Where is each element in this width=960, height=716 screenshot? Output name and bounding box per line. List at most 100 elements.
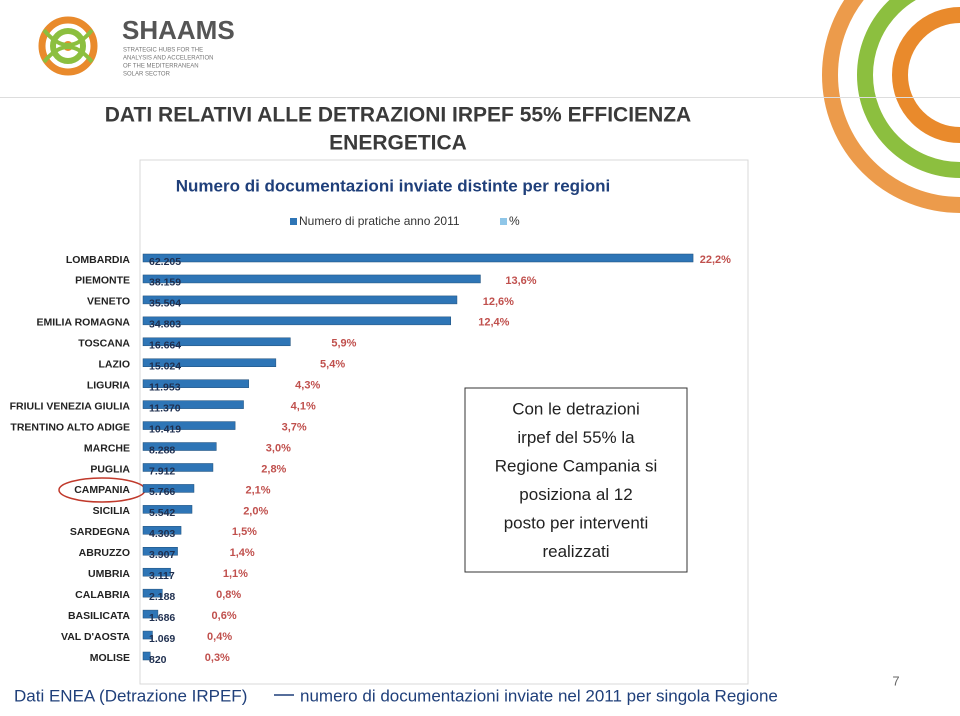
value-label: 5.766: [149, 486, 175, 498]
bar: [142, 588, 163, 598]
percent-label: 2,0%: [243, 505, 268, 517]
category-label: CAMPANIA: [74, 484, 130, 496]
value-label: 7.912: [149, 465, 175, 477]
value-label: 8.288: [149, 444, 175, 456]
category-label: TOSCANA: [78, 338, 130, 350]
text-box-line: realizzati: [542, 542, 609, 561]
value-label: 16.664: [149, 340, 181, 352]
bar: [142, 358, 277, 367]
percent-label: 4,3%: [295, 380, 320, 392]
category-label: CALABRIA: [75, 589, 130, 601]
percent-label: 1,1%: [223, 568, 248, 580]
category-label: SARDEGNA: [70, 526, 131, 538]
category-label: VAL D'AOSTA: [61, 631, 130, 643]
category-label: LAZIO: [99, 359, 131, 371]
percent-label: 5,4%: [320, 359, 345, 371]
value-label: 2.188: [149, 591, 175, 603]
percent-label: 4,1%: [291, 401, 316, 413]
category-label: EMILIA ROMAGNA: [36, 317, 130, 329]
bar: [142, 609, 159, 619]
percent-label: 12,4%: [478, 317, 509, 329]
value-label: 11.370: [149, 402, 181, 414]
legend-label: Numero di pratiche anno 2011: [299, 214, 460, 228]
tagline-line: ANALYSIS AND ACCELERATION: [123, 56, 213, 62]
bar: [142, 463, 214, 472]
percent-label: 0,4%: [207, 631, 232, 643]
bar: [142, 253, 694, 263]
percent-label: 2,1%: [245, 484, 270, 496]
value-label: 11.953: [149, 381, 181, 393]
tagline-line: STRATEGIC HUBS FOR THE: [123, 48, 203, 54]
text-box-line: posto per interventi: [504, 513, 649, 532]
legend-swatch: [290, 218, 297, 225]
chart-title: Numero di documentazioni inviate distint…: [176, 176, 611, 195]
category-label: ABRUZZO: [79, 547, 130, 559]
percent-label: 3,7%: [282, 421, 307, 433]
category-label: MOLISE: [90, 652, 130, 664]
category-label: MARCHE: [84, 442, 130, 454]
value-label: 62.205: [149, 256, 181, 268]
category-label: SICILIA: [93, 505, 131, 517]
bar: [142, 379, 249, 388]
legend-label: %: [509, 214, 520, 228]
category-label: PIEMONTE: [75, 275, 130, 287]
percent-label: 13,6%: [505, 275, 536, 287]
percent-label: 0,6%: [212, 610, 237, 622]
percent-label: 22,2%: [700, 254, 731, 266]
value-label: 1.069: [149, 633, 175, 645]
value-label: 35.504: [149, 298, 181, 310]
slide-title: DATI RELATIVI ALLE DETRAZIONI IRPEF 55% …: [105, 104, 691, 127]
bar: [142, 421, 236, 430]
category-label: TRENTINO ALTO ADIGE: [10, 421, 130, 433]
page-number: 7: [892, 673, 899, 688]
text-box-line: Con le detrazioni: [512, 399, 640, 418]
bar: [142, 400, 244, 409]
footer-description: numero di documentazioni inviate nel 201…: [300, 686, 778, 705]
legend-swatch: [500, 218, 507, 225]
bar: [142, 316, 452, 326]
value-label: 15.024: [149, 361, 181, 373]
value-label: 5.542: [149, 507, 175, 519]
bar: [142, 547, 178, 556]
brand: SHAAMS: [122, 15, 235, 45]
percent-label: 0,3%: [205, 652, 230, 664]
text-box-line: posiziona al 12: [519, 485, 632, 504]
percent-label: 2,8%: [261, 463, 286, 475]
bar: [142, 442, 217, 451]
value-label: 820: [149, 654, 167, 666]
text-box-line: irpef del 55% la: [517, 428, 635, 447]
category-label: VENETO: [87, 296, 130, 308]
tagline-line: SOLAR SECTOR: [123, 72, 171, 78]
category-label: UMBRIA: [88, 568, 130, 580]
bar: [142, 505, 193, 514]
header-rule: [0, 97, 960, 98]
category-label: FRIULI VENEZIA GIULIA: [10, 400, 131, 412]
footer-source: Dati ENEA (Detrazione IRPEF): [14, 686, 247, 705]
bar: [142, 567, 171, 577]
logo: [38, 16, 98, 76]
category-label: LIGURIA: [87, 379, 131, 391]
bar: [142, 630, 153, 640]
percent-label: 5,9%: [331, 338, 356, 350]
percent-label: 1,5%: [232, 526, 257, 538]
percent-label: 1,4%: [230, 547, 255, 559]
value-label: 34.803: [149, 319, 181, 331]
category-label: BASILICATA: [68, 610, 130, 622]
bar: [142, 295, 458, 305]
percent-label: 3,0%: [266, 442, 291, 454]
value-label: 3.117: [149, 570, 175, 582]
percent-label: 0,8%: [216, 589, 241, 601]
category-label: PUGLIA: [90, 463, 130, 475]
category-label: LOMBARDIA: [66, 254, 131, 266]
value-label: 10.419: [149, 423, 181, 435]
percent-label: 12,6%: [483, 296, 514, 308]
value-label: 1.686: [149, 612, 175, 624]
value-label: 4.303: [149, 528, 175, 540]
value-label: 38.159: [149, 277, 181, 289]
bar: [142, 337, 291, 347]
decoration: [822, 0, 960, 213]
bar: [142, 274, 481, 284]
slide-title: ENERGETICA: [329, 132, 467, 155]
